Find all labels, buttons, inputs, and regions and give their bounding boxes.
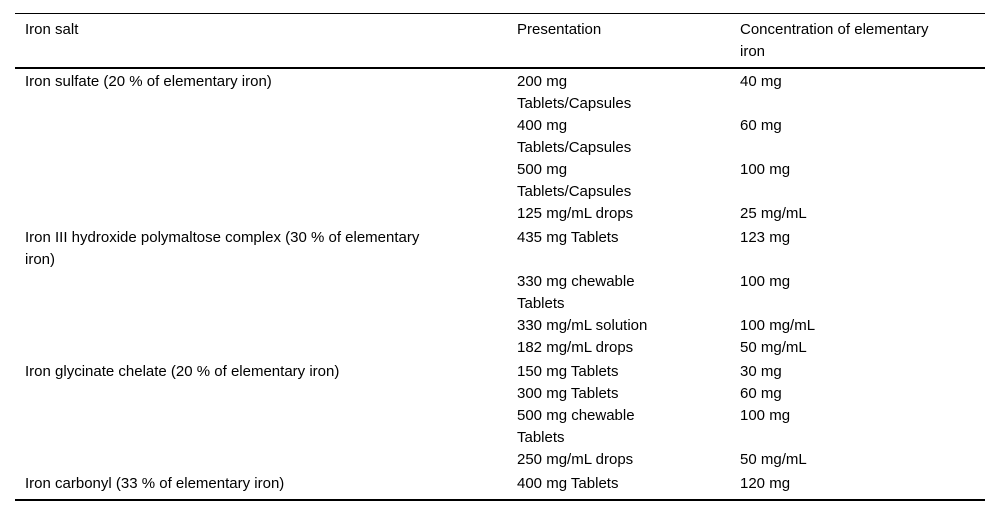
cell-concentration: 40 mg — [740, 73, 782, 90]
col-header-concentration: Concentration of elementary iron — [730, 13, 985, 69]
cell-salt — [15, 203, 507, 225]
table-row: Iron carbonyl (33 % of elementary iron) … — [15, 471, 985, 500]
cell-concentration: 100 mg — [740, 273, 791, 290]
iron-salts-table: Iron salt Presentation Concentration of … — [15, 13, 985, 501]
cell-salt — [15, 383, 507, 405]
cell-presentation: 250 mg/mL drops — [517, 451, 634, 468]
cell-presentation: 200 mg Tablets/Capsules — [517, 73, 632, 112]
table-row: 330 mg/mL solution 100 mg/mL — [15, 315, 985, 337]
table-row: Iron sulfate (20 % of elementary iron) 2… — [15, 68, 985, 115]
cell-salt — [15, 315, 507, 337]
cell-concentration: 100 mg — [740, 161, 791, 178]
cell-salt — [15, 271, 507, 315]
cell-presentation: 300 mg Tablets — [517, 385, 619, 402]
cell-presentation: 435 mg Tablets — [517, 229, 619, 246]
cell-salt — [15, 405, 507, 449]
cell-concentration: 100 mg/mL — [740, 317, 816, 334]
cell-salt: Iron sulfate (20 % of elementary iron) — [25, 73, 272, 90]
cell-concentration: 123 mg — [740, 229, 791, 246]
cell-presentation: 400 mg Tablets/Capsules — [517, 117, 632, 156]
cell-concentration: 120 mg — [740, 475, 791, 492]
table-row: 300 mg Tablets 60 mg — [15, 383, 985, 405]
cell-concentration: 60 mg — [740, 385, 782, 402]
header-row: Iron salt Presentation Concentration of … — [15, 13, 985, 69]
cell-concentration: 60 mg — [740, 117, 782, 134]
table-row: 500 mg Tablets/Capsules 100 mg — [15, 159, 985, 203]
table-header: Iron salt Presentation Concentration of … — [15, 13, 985, 69]
table-row: 125 mg/mL drops 25 mg/mL — [15, 203, 985, 225]
cell-presentation: 150 mg Tablets — [517, 363, 619, 380]
cell-presentation: 125 mg/mL drops — [517, 205, 634, 222]
cell-presentation: 400 mg Tablets — [517, 475, 619, 492]
table-row: Iron glycinate chelate (20 % of elementa… — [15, 359, 985, 383]
table-row: 182 mg/mL drops 50 mg/mL — [15, 337, 985, 359]
table-row: 500 mg chewable Tablets 100 mg — [15, 405, 985, 449]
cell-presentation: 500 mg Tablets/Capsules — [517, 161, 632, 200]
cell-salt — [15, 337, 507, 359]
cell-presentation: 500 mg chewable Tablets — [517, 407, 635, 446]
table-body: Iron sulfate (20 % of elementary iron) 2… — [15, 68, 985, 500]
cell-concentration: 100 mg — [740, 407, 791, 424]
cell-salt: Iron carbonyl (33 % of elementary iron) — [25, 475, 285, 492]
cell-presentation: 330 mg chewable Tablets — [517, 273, 635, 312]
cell-presentation: 330 mg/mL solution — [517, 317, 648, 334]
cell-salt: Iron III hydroxide polymaltose complex (… — [25, 229, 420, 268]
table-row: 250 mg/mL drops 50 mg/mL — [15, 449, 985, 471]
cell-concentration: 25 mg/mL — [740, 205, 807, 222]
col-header-presentation: Presentation — [507, 13, 730, 69]
cell-concentration: 30 mg — [740, 363, 782, 380]
cell-salt: Iron glycinate chelate (20 % of elementa… — [25, 363, 340, 380]
table-row: 400 mg Tablets/Capsules 60 mg — [15, 115, 985, 159]
cell-salt — [15, 159, 507, 203]
table-row: Iron III hydroxide polymaltose complex (… — [15, 225, 985, 271]
cell-concentration: 50 mg/mL — [740, 339, 807, 356]
cell-presentation: 182 mg/mL drops — [517, 339, 634, 356]
cell-salt — [15, 449, 507, 471]
table-row: 330 mg chewable Tablets 100 mg — [15, 271, 985, 315]
col-header-iron-salt: Iron salt — [15, 13, 507, 69]
cell-salt — [15, 115, 507, 159]
cell-concentration: 50 mg/mL — [740, 451, 807, 468]
